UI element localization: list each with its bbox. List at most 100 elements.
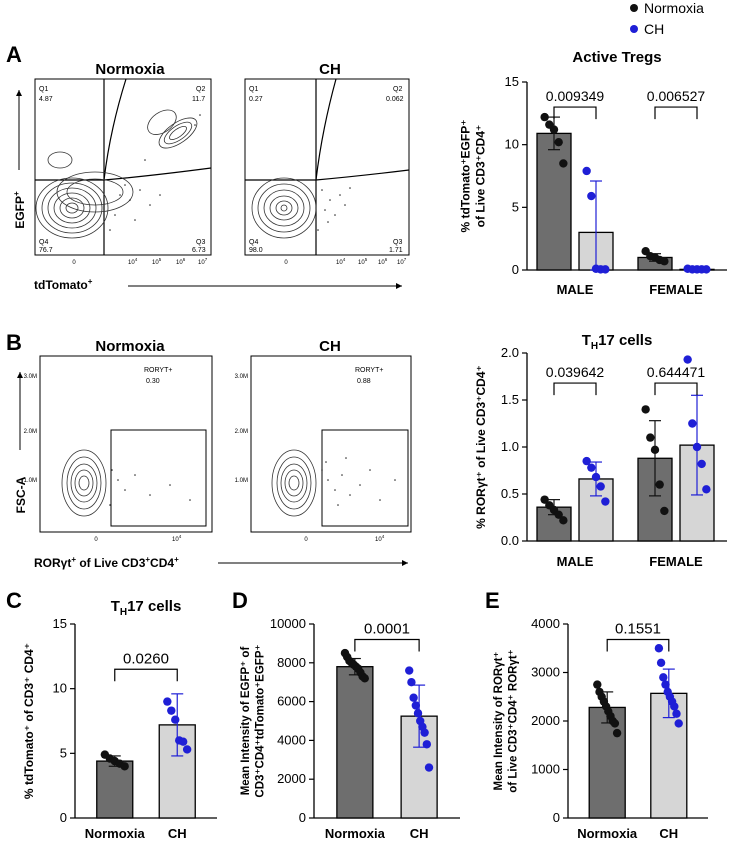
- chart-roryt-intensity: 0 1000 2000 3000 4000 Mean Intensity of RORγt…: [493, 616, 708, 841]
- flow-a-xtick: 104: [128, 257, 138, 266]
- ch-point: [596, 482, 605, 491]
- ch-point: [656, 658, 666, 667]
- panel-letter-b: B: [6, 330, 22, 355]
- svg-text:2.0M: 2.0M: [24, 429, 37, 435]
- svg-text:0: 0: [284, 260, 288, 266]
- ch-point: [405, 666, 414, 675]
- flow-b-left-title: Normoxia: [95, 338, 165, 355]
- y-tick-label: 2000: [277, 771, 306, 786]
- svg-text:105: 105: [358, 257, 368, 266]
- flow-a-right-q4-val: 98.0: [249, 247, 263, 254]
- y-tick-label: 2.0: [501, 345, 519, 360]
- normoxia-point: [559, 159, 568, 168]
- y-tick-label: 3000: [531, 665, 560, 680]
- y-axis-label: CD3⁺CD4⁺tdTomato⁺EGFP⁺: [254, 644, 266, 797]
- normoxia-point: [554, 510, 563, 519]
- flow-b-left-yticks: 3.0M 2.0M 1.0M: [24, 374, 37, 484]
- significance-bracket: [654, 382, 698, 396]
- panel-letter-d: D: [232, 588, 248, 613]
- ch-point: [661, 680, 670, 689]
- y-tick-label: 1.5: [501, 392, 519, 407]
- svg-text:3.0M: 3.0M: [24, 374, 37, 380]
- flow-a-right-q2: Q2: [393, 86, 402, 93]
- flow-a-right-box: [244, 78, 410, 256]
- ch-point: [674, 719, 683, 728]
- flow-b-right-title: CH: [319, 338, 341, 355]
- y-tick-label: 4000: [531, 616, 560, 631]
- ch-point: [409, 693, 418, 702]
- normoxia-point: [554, 137, 563, 147]
- flow-b-right-box: [250, 355, 412, 533]
- normoxia-point: [540, 495, 549, 504]
- ch-point: [692, 442, 702, 452]
- flow-a-left-hgate: [35, 167, 212, 181]
- y-tick-label: 0: [512, 262, 519, 277]
- ch-point: [413, 709, 423, 718]
- svg-text:106: 106: [176, 257, 186, 266]
- flow-a-right-vcurve: [315, 78, 337, 181]
- normoxia-bar: [336, 666, 374, 819]
- y-tick-label: 10: [505, 137, 519, 152]
- chart-title: TH17 cells: [582, 332, 653, 352]
- normoxia-point: [610, 719, 620, 728]
- ch-point: [582, 456, 591, 466]
- p-value-label: 0.039642: [546, 364, 605, 380]
- normoxia-point: [593, 680, 602, 689]
- y-tick-label: 10000: [270, 616, 306, 631]
- panel-letter-a: A: [6, 42, 22, 67]
- flow-b-left-gate: [110, 429, 207, 527]
- flow-a-left-q2: Q2: [196, 86, 205, 93]
- significance-bracket: [553, 382, 597, 396]
- x-category-label: Normoxia: [577, 826, 638, 841]
- flow-a-right-contours: [251, 177, 317, 239]
- flow-b-left-xtick-zero: 0: [94, 537, 98, 543]
- flow-a-left-q2-val: 11.7: [192, 96, 205, 103]
- chart-th17-grouped: TH17 cells 0.0 0.5 1.0 1.5 2.0 % RORγt⁺ of Liv…: [474, 332, 727, 569]
- svg-text:1.0M: 1.0M: [235, 478, 248, 484]
- normoxia-bar: [536, 132, 572, 271]
- svg-text:104: 104: [336, 257, 346, 266]
- flow-a-right-q3: Q3: [393, 239, 402, 246]
- flow-b-left-contours: [61, 449, 107, 517]
- legend-ch-label: CH: [644, 21, 664, 37]
- legend: Normoxia CH: [630, 0, 704, 37]
- ch-point: [182, 745, 192, 754]
- x-category-label: CH: [410, 826, 429, 841]
- significance-bracket: [553, 106, 597, 120]
- normoxia-point: [660, 506, 669, 516]
- ch-point: [591, 472, 601, 482]
- ch-point: [167, 706, 176, 715]
- svg-text:107: 107: [397, 257, 407, 266]
- chart-th17-tdtomato: TH17 cells 0 5 10 15 % tdTomato⁺ of CD3⁺ CD4⁺…: [22, 598, 217, 841]
- p-value-label: 0.0260: [123, 650, 169, 667]
- y-tick-label: 1000: [531, 762, 560, 777]
- normoxia-bar: [588, 706, 626, 819]
- y-tick-label: 0.5: [501, 486, 519, 501]
- y-axis-label: of Live CD3⁺CD4⁺: [474, 125, 488, 228]
- flow-b-right-gate-val: 0.88: [357, 378, 371, 385]
- significance-bracket: [114, 668, 178, 682]
- flow-a-left-dots: [109, 114, 201, 231]
- y-axis-label: Mean Intensity of RORγt⁺: [493, 652, 505, 791]
- ch-point: [688, 419, 697, 428]
- panel-a-flow: Normoxia CH Q1 4.8: [12, 61, 410, 292]
- y-tick-label: 5: [512, 199, 519, 214]
- flow-b-left-box: [39, 355, 213, 533]
- y-axis-label: Mean Intensity of EGFP⁺ of: [240, 647, 252, 796]
- ch-point: [587, 463, 596, 472]
- ch-point: [422, 740, 432, 749]
- normoxia-point: [641, 405, 650, 414]
- ch-point: [601, 497, 610, 506]
- y-axis-label: % tdTomato⁺EGFP⁺: [459, 119, 473, 232]
- flow-a-right-hgate: [245, 169, 410, 181]
- p-value-label: 0.006527: [647, 88, 706, 104]
- flow-b-left-gate-val: 0.30: [146, 378, 160, 385]
- x-category-label: CH: [659, 826, 678, 841]
- x-group-label: MALE: [557, 554, 594, 569]
- flow-b-y-label: FSC-A: [14, 476, 28, 513]
- legend-normoxia-dot: [630, 4, 638, 12]
- y-tick-label: 6000: [277, 694, 306, 709]
- flow-a-right-q4: Q4: [249, 239, 258, 246]
- x-group-label: FEMALE: [649, 282, 703, 297]
